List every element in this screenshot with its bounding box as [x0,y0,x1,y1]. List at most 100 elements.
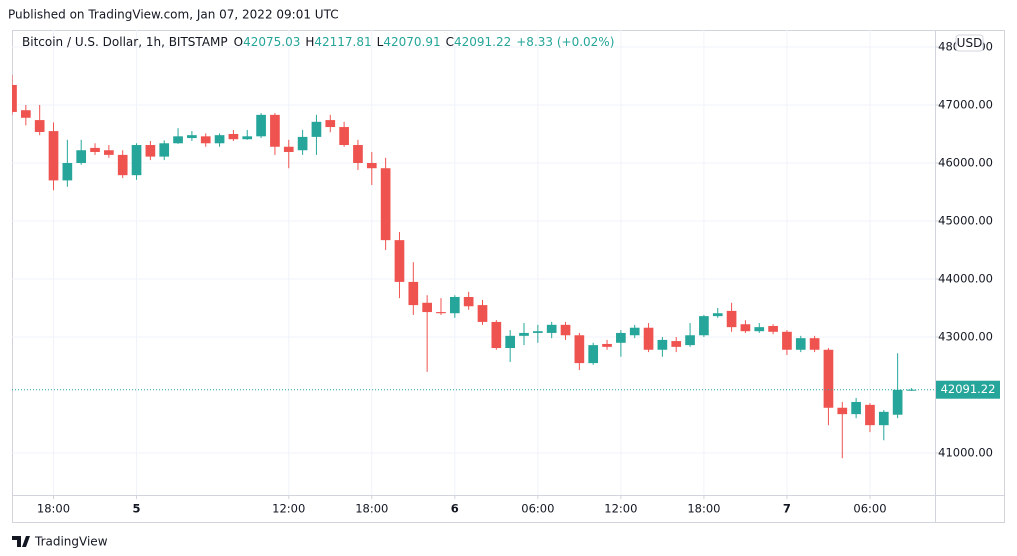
candle-body [754,327,765,332]
candle-body [782,331,792,350]
candle-body [533,331,543,333]
plot-area [12,74,935,459]
candle-body [90,147,100,152]
legend-symbol: Bitcoin / U.S. Dollar, 1h, BITSTAMP [22,35,228,49]
candle-body [629,327,640,336]
candle-body [325,120,336,128]
candle-body [145,145,156,157]
candle-body [200,136,211,144]
candle-body [408,281,419,306]
candle-body [546,324,557,333]
candle-body [463,296,474,307]
legend-value: 42075.03 [243,35,300,49]
legend-change: +8.33 (+0.02%) [516,35,614,49]
candle-body [574,335,585,364]
candle-body [602,343,612,347]
y-tick-label: 43000.00 [938,330,993,344]
last-price-box [936,380,1000,399]
candle-body [339,127,349,146]
x-tick-label: 5 [133,502,141,516]
currency-badge: USD [955,34,984,52]
y-tick-label: 41000.00 [938,446,993,460]
candle-body [242,136,253,140]
legend-key: O [234,35,243,49]
x-tick-label: 12:00 [272,502,305,516]
candle-body [477,305,488,322]
candle-body [740,324,751,332]
last-price-label: 42091.22 [941,382,996,396]
legend-key: L [377,35,384,49]
candle-body [311,121,322,137]
x-tick-label: 12:00 [604,502,637,516]
candle-body [712,313,723,317]
currency-badge-box [955,34,984,52]
candle-body [131,145,142,176]
x-tick-label: 18:00 [687,502,720,516]
candle-body [297,136,308,151]
legend-key: H [305,35,314,49]
candle-body [699,316,709,336]
published-note: Published on TradingView.com, Jan 07, 20… [8,8,339,22]
candle-body [214,135,225,144]
footer: TradingView [12,535,108,549]
candle-body [76,150,87,163]
candle-body [865,404,875,426]
candle-body [906,389,917,391]
candle-body [560,324,571,336]
axes: 41000.00 43000.00 44000.00 45000.00 46000.00… [37,39,1000,516]
candle-body [380,168,391,241]
candle-body [851,401,861,415]
candle-body [228,133,239,140]
candle-body [671,341,682,347]
y-tick-label: 46000.00 [938,155,993,169]
legend-value: 42070.91 [383,35,440,49]
y-tick-label: 45000.00 [938,213,993,227]
candle-body [422,302,432,313]
y-tick-label: 47000.00 [938,97,993,111]
x-tick-label: 7 [783,502,791,516]
candle-body [616,332,626,343]
candle-body [892,389,903,415]
candle-body [159,143,170,157]
candle-body [187,135,197,139]
candle-body [726,310,737,328]
candle-body [505,335,516,349]
candle-body [823,349,834,408]
legend-items: O42075.03 H42117.81 L42070.91 C42091.22 +8.3… [234,35,615,49]
legend-value: 42117.81 [314,35,371,49]
candle-body [657,339,668,350]
candle-body [588,345,599,364]
grid [12,30,935,495]
x-tick-label: 6 [451,502,459,516]
candle-body [643,327,654,350]
candle-body [436,312,446,314]
x-tick-label: 06:00 [521,502,554,516]
candle-body [283,146,294,152]
legend-key: C [446,35,454,49]
candle-body [62,162,73,181]
x-tick-label: 18:00 [37,502,70,516]
candle-body [394,240,405,282]
candle-body [809,338,820,350]
candle-body [795,338,806,350]
candle-body [519,332,529,336]
y-tick-label: 44000.00 [938,272,993,286]
candle-body [366,162,377,169]
chart-frame [12,30,1005,523]
candle-body [173,136,183,144]
brand-name: TradingView [34,535,108,549]
x-tick-label: 06:00 [853,502,886,516]
candle-body [837,407,848,415]
legend: Bitcoin / U.S. Dollar, 1h, BITSTAMP O4207… [22,35,614,49]
candle-body [491,321,502,349]
candle-body [353,145,363,163]
candle-body [685,335,695,346]
candle-body [117,154,128,176]
x-tick-label: 18:00 [355,502,388,516]
currency-label[interactable]: USD [957,36,983,50]
legend-value: 42091.22 [454,35,511,49]
candle-body [878,411,889,426]
candle-body [256,114,266,137]
